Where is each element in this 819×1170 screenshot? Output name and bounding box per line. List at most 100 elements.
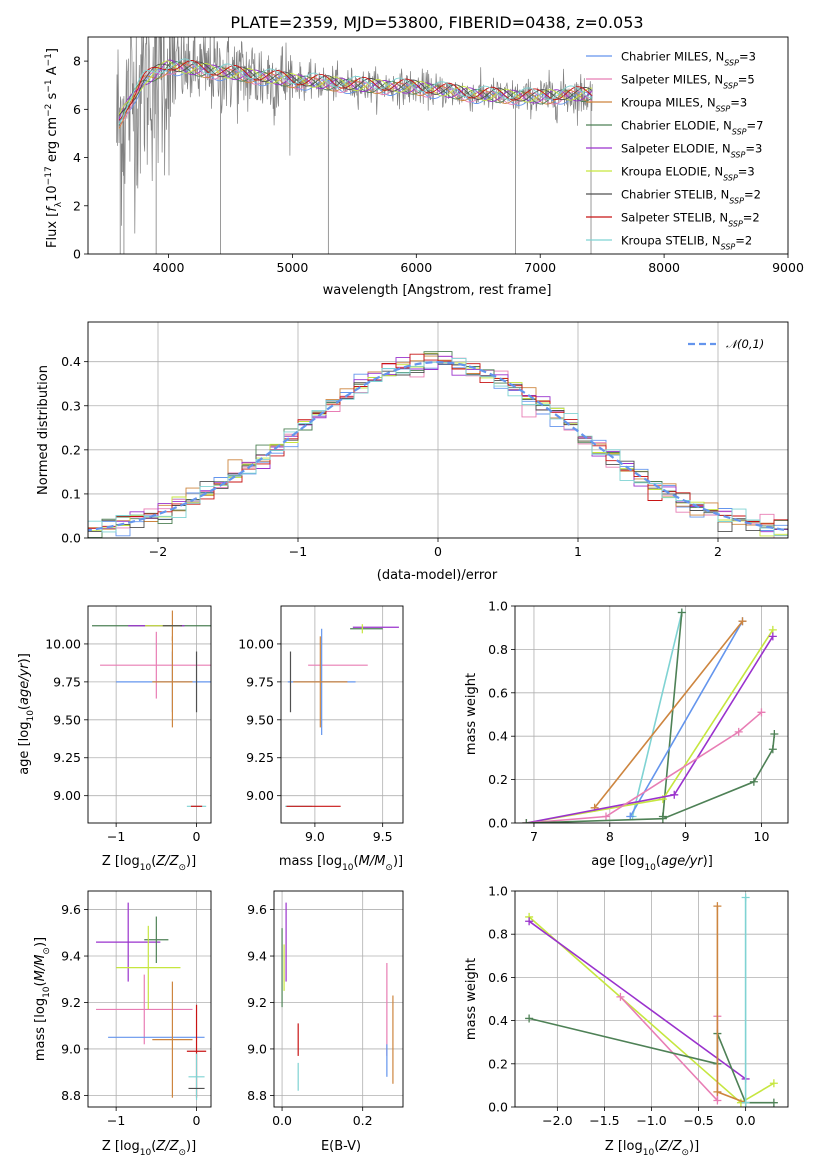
weight-line-6 xyxy=(526,635,774,823)
axis-label-part: 10 xyxy=(342,863,354,873)
weight-point-marker xyxy=(713,1087,722,1096)
weight-point-marker xyxy=(768,632,777,641)
weight-line-8 xyxy=(526,733,776,823)
axis-label-part: Z/Z xyxy=(155,1139,179,1154)
axis-label-part: M/M xyxy=(359,854,386,869)
axis-label: mass [log10(M/M⊙)] xyxy=(279,854,403,873)
weight-point-marker xyxy=(738,617,747,626)
legend-label: Kroupa STELIB, NSSP=2 xyxy=(621,234,752,252)
y-tick-label: 0.1 xyxy=(61,486,81,501)
axes-frame xyxy=(87,321,789,539)
legend-subscript: SSP xyxy=(723,81,738,90)
y-tick-label: 0.6 xyxy=(488,970,508,985)
weight-point-marker xyxy=(713,1096,722,1105)
weight-point-marker xyxy=(749,777,758,786)
weight-point-marker xyxy=(525,1014,534,1023)
y-tick-label: 0.8 xyxy=(488,642,508,657)
plot-area xyxy=(281,606,403,823)
weight-line-5 xyxy=(526,629,774,823)
axis-label: age [log10(age/yr)] xyxy=(17,653,36,775)
axis-label-part: age [log xyxy=(591,854,644,869)
weight-point-marker xyxy=(769,1079,778,1088)
y-tick-label: 8.8 xyxy=(247,1088,267,1103)
weight-line-1 xyxy=(631,612,683,817)
y-tick-label: 10.00 xyxy=(45,636,81,651)
legend-value: =7 xyxy=(747,119,764,133)
legend-text: Salpeter STELIB, N xyxy=(621,211,728,225)
spectrum-panel: 4000 5000 6000 7000 8000 9000 0 2 4 6 8 xyxy=(73,36,804,275)
x-tick-label: −1.5 xyxy=(589,1113,619,1128)
axis-label-part: Z [log xyxy=(102,854,140,869)
axis-label-part: s xyxy=(45,92,60,103)
x-axis-label: wavelength [Angstrom, rest frame] xyxy=(323,283,552,298)
axis-label-part: A xyxy=(45,66,60,79)
x-tick-label: 0 xyxy=(193,829,201,844)
weight-point-marker xyxy=(770,730,779,739)
y-axis-label: Normed distribution xyxy=(36,365,51,495)
axes-frame xyxy=(87,890,212,1108)
x-tick-label: −2 xyxy=(149,544,167,559)
legend-text: Chabrier MILES, N xyxy=(621,50,724,64)
axis-label-part: ⊙ xyxy=(385,863,393,873)
axis-label-part: ( xyxy=(151,854,156,869)
legend-subscript: SSP xyxy=(721,242,736,251)
legend-label: Kroupa ELODIE, NSSP=3 xyxy=(621,165,755,183)
y-tick-label: 9.50 xyxy=(53,712,81,727)
x-tick-label: 0.0 xyxy=(736,1113,756,1128)
x-tick-label: −1 xyxy=(107,829,125,844)
x-tick-label: 7 xyxy=(530,829,538,844)
y-tick-label: 0.0 xyxy=(488,816,508,831)
legend-subscript: SSP xyxy=(716,104,731,113)
weight-point-marker xyxy=(525,917,534,926)
axes-frame xyxy=(514,890,789,1108)
legend-value: =3 xyxy=(745,142,762,156)
weight-point-marker xyxy=(677,608,686,617)
axis-label-part: mass [log xyxy=(33,998,48,1061)
axis-label-part: Z [log xyxy=(605,1139,643,1154)
weight-line-3 xyxy=(629,620,744,817)
legend-text: Chabrier STELIB, N xyxy=(621,188,729,202)
x-tick-label: −1 xyxy=(289,544,307,559)
mass-vs-metallicity-panel: −1 0 8.8 9.0 9.2 9.4 9.6 xyxy=(61,890,212,1128)
x-tick-label: 8000 xyxy=(648,260,680,275)
axis-label-part: ( xyxy=(151,1139,156,1154)
residual-histogram-panel: −2 −1 0 1 2 0.0 0.1 0.2 0.3 0.4 xyxy=(61,321,789,559)
y-tick-label: 2 xyxy=(73,198,81,213)
x-tick-label: 7000 xyxy=(524,260,556,275)
axis-label-part: ⊙ xyxy=(42,947,52,955)
legend-text: Salpeter MILES, N xyxy=(621,73,723,87)
axis-label-part: ( xyxy=(654,1139,659,1154)
x-tick-label: −2.0 xyxy=(542,1113,572,1128)
y-tick-label: 0.4 xyxy=(488,729,508,744)
y-tick-label: 9.4 xyxy=(247,949,267,964)
x-tick-label: 8 xyxy=(606,829,614,844)
axes-frame xyxy=(87,605,212,824)
y-tick-label: 4 xyxy=(73,150,81,165)
legend-label: Chabrier STELIB, NSSP=2 xyxy=(621,188,761,206)
normal-curve xyxy=(88,360,788,532)
y-tick-label: 0.4 xyxy=(488,1013,508,1028)
plot-area xyxy=(88,322,788,538)
axis-label-part: Z/Z xyxy=(155,854,179,869)
weight-point-marker xyxy=(741,1098,750,1107)
axis-label-part: 10 xyxy=(643,1148,655,1158)
x-tick-label: 2 xyxy=(714,544,722,559)
model-spectrum-9 xyxy=(118,58,593,125)
legend-label: Salpeter STELIB, NSSP=2 xyxy=(621,211,760,229)
plot-area xyxy=(88,891,211,1107)
x-tick-label: −1.0 xyxy=(636,1113,666,1128)
model-spectrum-2 xyxy=(118,64,593,127)
x-tick-label: 9.0 xyxy=(305,829,325,844)
weight-point-marker xyxy=(757,708,766,717)
axis-label: Flux [fλ10−17 erg cm−2 s−1 A−1] xyxy=(44,48,64,248)
age-vs-metallicity-panel: −1 0 9.00 9.25 9.50 9.75 10.00 xyxy=(45,605,212,844)
y-tick-label: 9.75 xyxy=(246,674,274,689)
x-tick-label: 0.2 xyxy=(353,1113,373,1128)
model-spectrum-7 xyxy=(118,61,593,116)
y-tick-label: 9.6 xyxy=(247,902,267,917)
axis-label-part: 10 xyxy=(26,710,36,722)
y-tick-label: 9.50 xyxy=(246,712,274,727)
axis-label-part: 10 xyxy=(140,863,152,873)
